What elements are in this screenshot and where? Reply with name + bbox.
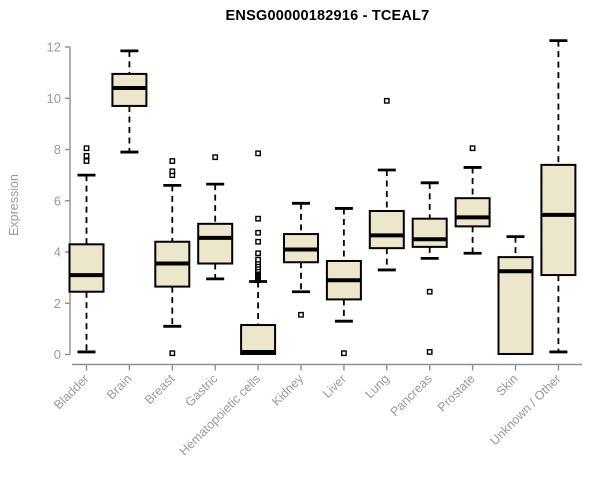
y-tick-label: 8 — [54, 142, 61, 157]
outlier-point — [83, 158, 90, 164]
box-pancreas — [411, 181, 448, 355]
outlier-point — [298, 311, 304, 318]
box-lung — [368, 97, 405, 272]
box-gastric — [197, 154, 234, 281]
iqr-box — [197, 222, 234, 265]
y-tick-label: 10 — [47, 91, 61, 106]
x-category-label: Gastric — [182, 372, 220, 410]
outlier-point — [169, 168, 176, 175]
outlier-point — [83, 153, 90, 159]
x-category-label: Bladder — [51, 372, 91, 412]
outlier-point — [169, 350, 176, 357]
x-category-label: Prostate — [435, 372, 478, 415]
outlier-point — [383, 97, 390, 104]
outlier-point — [212, 154, 219, 161]
outlier-point — [469, 145, 476, 152]
x-category-label: Hematopoietic cells — [177, 372, 264, 459]
outlier-point — [255, 215, 261, 222]
iqr-box — [454, 197, 491, 228]
iqr-box — [411, 217, 448, 248]
box-kidney — [283, 201, 319, 318]
y-tick-label: 2 — [54, 296, 61, 311]
x-category-label: Kidney — [269, 371, 306, 408]
x-category-label: Pancreas — [388, 372, 435, 419]
outlier-point — [255, 150, 261, 157]
box-liver — [325, 207, 362, 357]
outlier-point — [255, 229, 261, 236]
outlier-point — [255, 238, 261, 245]
y-tick-label: 0 — [54, 347, 61, 362]
outlier-point — [426, 288, 433, 295]
iqr-box — [368, 210, 405, 250]
x-category-label: Skin — [494, 372, 521, 399]
x-category-label: Brain — [104, 372, 135, 403]
box-skin — [497, 235, 534, 355]
box-bladder — [68, 145, 105, 354]
box-prostate — [454, 145, 491, 255]
x-category-label: Lung — [362, 372, 392, 402]
y-tick-label: 6 — [54, 193, 61, 208]
iqr-box — [540, 163, 577, 277]
box-brain — [111, 49, 148, 154]
box-hematopoietic-cells — [240, 150, 277, 355]
iqr-box — [68, 243, 105, 293]
outlier-point — [341, 350, 347, 357]
y-tick-label: 12 — [47, 40, 61, 55]
iqr-box — [240, 324, 277, 355]
outlier-point — [255, 250, 261, 257]
chart-title: ENSG00000182916 - TCEAL7 — [225, 8, 430, 24]
box-breast — [154, 158, 191, 357]
iqr-box — [497, 256, 534, 355]
box-unknown-other — [540, 39, 577, 354]
outlier-point — [255, 256, 261, 263]
outlier-point — [83, 145, 90, 152]
y-axis-title: Expression — [7, 174, 21, 236]
x-category-label: Liver — [320, 372, 349, 401]
y-tick-label: 4 — [54, 245, 61, 260]
outlier-point — [426, 349, 433, 355]
outlier-point — [169, 158, 176, 164]
x-category-label: Breast — [142, 371, 178, 407]
